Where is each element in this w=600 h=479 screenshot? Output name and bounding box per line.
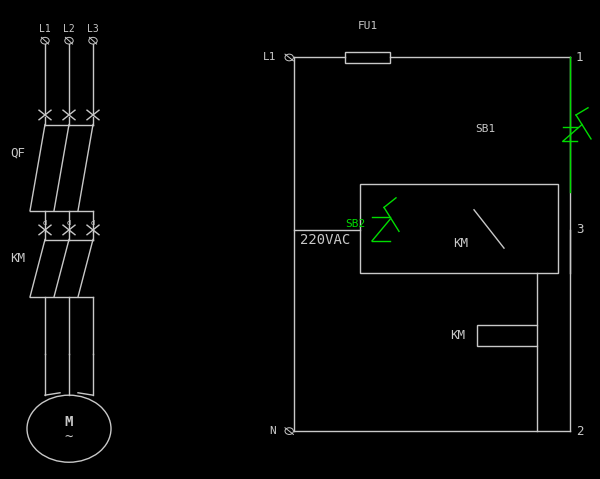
Text: QF: QF — [11, 147, 25, 160]
Text: 1: 1 — [576, 51, 583, 64]
Text: ~: ~ — [65, 431, 73, 445]
Text: KM: KM — [450, 329, 465, 342]
Text: L2: L2 — [63, 23, 75, 34]
Text: d: d — [43, 220, 47, 226]
Bar — [477, 325, 537, 346]
Text: L1: L1 — [263, 53, 276, 62]
Text: KM: KM — [11, 252, 25, 265]
Text: 2: 2 — [576, 424, 583, 438]
Text: FU1: FU1 — [358, 21, 378, 31]
Text: L3: L3 — [87, 23, 99, 34]
Text: SB1: SB1 — [475, 125, 495, 134]
Text: 220VAC: 220VAC — [300, 232, 350, 247]
Text: L1: L1 — [39, 23, 51, 34]
Text: d: d — [91, 220, 95, 226]
Text: N: N — [269, 426, 276, 436]
Text: 3: 3 — [576, 223, 583, 237]
Text: KM: KM — [453, 237, 468, 250]
Text: d: d — [67, 220, 71, 226]
Bar — [360, 184, 558, 273]
Text: M: M — [65, 414, 73, 429]
Bar — [345, 52, 390, 63]
Text: SB2: SB2 — [346, 219, 366, 229]
